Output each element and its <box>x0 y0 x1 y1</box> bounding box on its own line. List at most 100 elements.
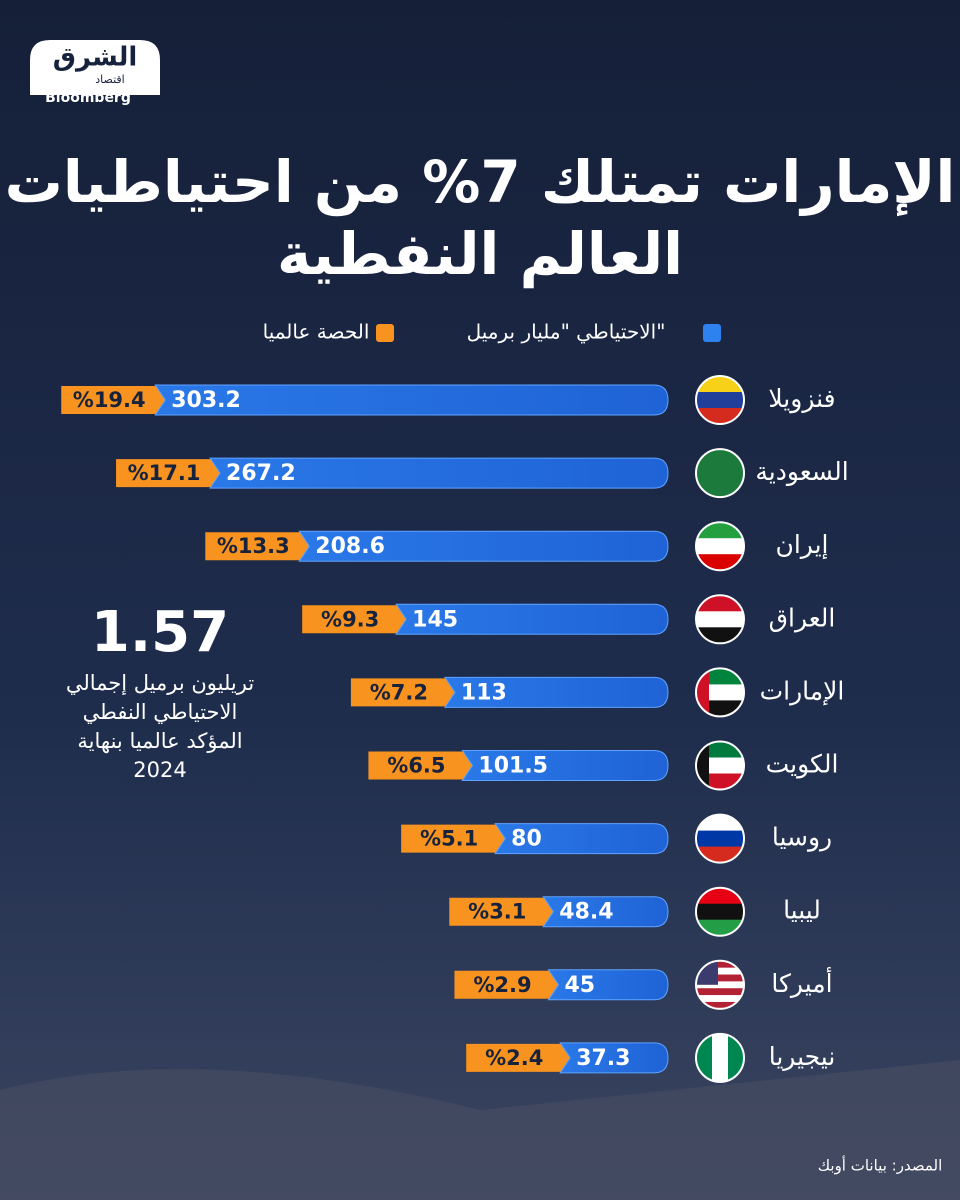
bar <box>395 603 669 635</box>
share-tip <box>204 459 219 488</box>
share-tip <box>554 1043 569 1072</box>
share-box <box>116 459 225 488</box>
flag-ring <box>695 448 745 499</box>
annotation-value: 1.57 <box>91 600 229 665</box>
bar <box>298 530 669 562</box>
share-label: %2.4 <box>485 1046 543 1070</box>
logo-box <box>30 40 160 95</box>
flag-stripe <box>696 830 744 848</box>
share-box <box>449 897 558 926</box>
value-label: 267.2 <box>226 461 296 486</box>
category-label: الكويت <box>766 750 839 779</box>
flag-stripe <box>696 960 744 969</box>
bar <box>542 896 669 928</box>
flag-stripe <box>696 392 744 409</box>
flag-ring <box>695 740 745 791</box>
flag-ring <box>695 667 745 718</box>
value-label: 45 <box>564 973 595 998</box>
share-label: %17.1 <box>128 461 201 485</box>
bar <box>209 457 669 489</box>
bar <box>461 750 669 781</box>
value-label: 101.5 <box>478 754 548 779</box>
title-line: الإمارات تمتلك 7% من احتياطيات <box>5 148 956 217</box>
share-box <box>454 970 563 999</box>
logo-with: مع <box>115 86 125 96</box>
flag-stripe <box>696 974 744 982</box>
value-label: 208.6 <box>315 534 385 559</box>
flag-ring <box>695 521 745 572</box>
share-box <box>205 532 314 561</box>
share-tip <box>456 751 471 780</box>
share-tip <box>438 678 453 707</box>
logo-partner: Bloomberg <box>45 90 131 106</box>
category-label: السعودية <box>755 457 848 486</box>
legend-label: الاحتياطي "مليار برميل" <box>467 320 666 345</box>
flag-ring <box>695 375 745 425</box>
flag <box>696 449 744 498</box>
share-tip <box>537 897 552 926</box>
flag-stripe <box>696 449 744 498</box>
annotation-line: الاحتياطي النفطي <box>83 700 238 724</box>
category-label: الإمارات <box>760 676 845 705</box>
share-tip <box>489 824 504 853</box>
flag-ring <box>695 959 745 1010</box>
category-label: فنزويلا <box>768 384 835 414</box>
flag-stripe <box>696 903 744 921</box>
share-box <box>368 751 477 780</box>
category-label: العراق <box>769 603 836 632</box>
share-label: %3.1 <box>468 900 526 924</box>
bar <box>547 969 669 1001</box>
bar <box>494 823 669 855</box>
flag-ring <box>695 886 745 937</box>
logo-name: الشرق <box>53 43 138 73</box>
flag-ring <box>695 1032 745 1083</box>
flag-ring <box>695 813 745 864</box>
logo-sub: اقتصاد <box>95 73 124 86</box>
flag-stripe <box>696 988 744 996</box>
value-label: 145 <box>412 607 458 632</box>
flag-ring <box>695 594 745 645</box>
share-box <box>61 386 170 414</box>
category-label: أميركا <box>771 966 832 998</box>
annotation-line: المؤكد عالميا بنهاية <box>77 729 242 753</box>
share-label: %2.9 <box>473 973 531 997</box>
share-box <box>350 678 459 707</box>
value-label: 48.4 <box>559 900 613 925</box>
flag-stripe <box>696 1001 744 1009</box>
legend-swatch <box>376 324 394 342</box>
flag-stripe <box>696 995 744 1003</box>
share-box <box>466 1043 575 1072</box>
flag-stripe <box>696 967 744 976</box>
flag-stripe <box>712 1033 729 1082</box>
share-label: %19.4 <box>73 388 146 412</box>
share-box <box>401 824 510 853</box>
share-label: %9.3 <box>321 607 379 631</box>
title-line: العالم النفطية <box>277 220 683 288</box>
flag-stripe <box>696 538 744 555</box>
source: المصدر: بيانات أوبك <box>818 1156 943 1175</box>
share-label: %6.5 <box>387 754 445 778</box>
flag-stripe <box>696 611 744 628</box>
share-label: %13.3 <box>217 534 290 558</box>
value-label: 80 <box>511 827 542 852</box>
category-label: ليبيا <box>783 896 821 925</box>
annotation-line: تريليون برميل إجمالي <box>66 671 255 696</box>
category-label: روسيا <box>772 823 832 853</box>
bar <box>154 384 669 416</box>
legend-label: الحصة عالميا <box>263 320 370 344</box>
flag-stripe <box>696 981 744 989</box>
share-box <box>302 605 411 634</box>
share-tip <box>390 605 405 634</box>
share-tip <box>149 386 164 414</box>
share-tip <box>542 970 557 999</box>
legend-swatch <box>703 324 721 342</box>
value-label: 113 <box>461 680 507 705</box>
share-label: %7.2 <box>370 680 428 704</box>
share-tip <box>293 532 308 561</box>
bar <box>443 676 669 708</box>
share-label: %5.1 <box>420 827 478 851</box>
